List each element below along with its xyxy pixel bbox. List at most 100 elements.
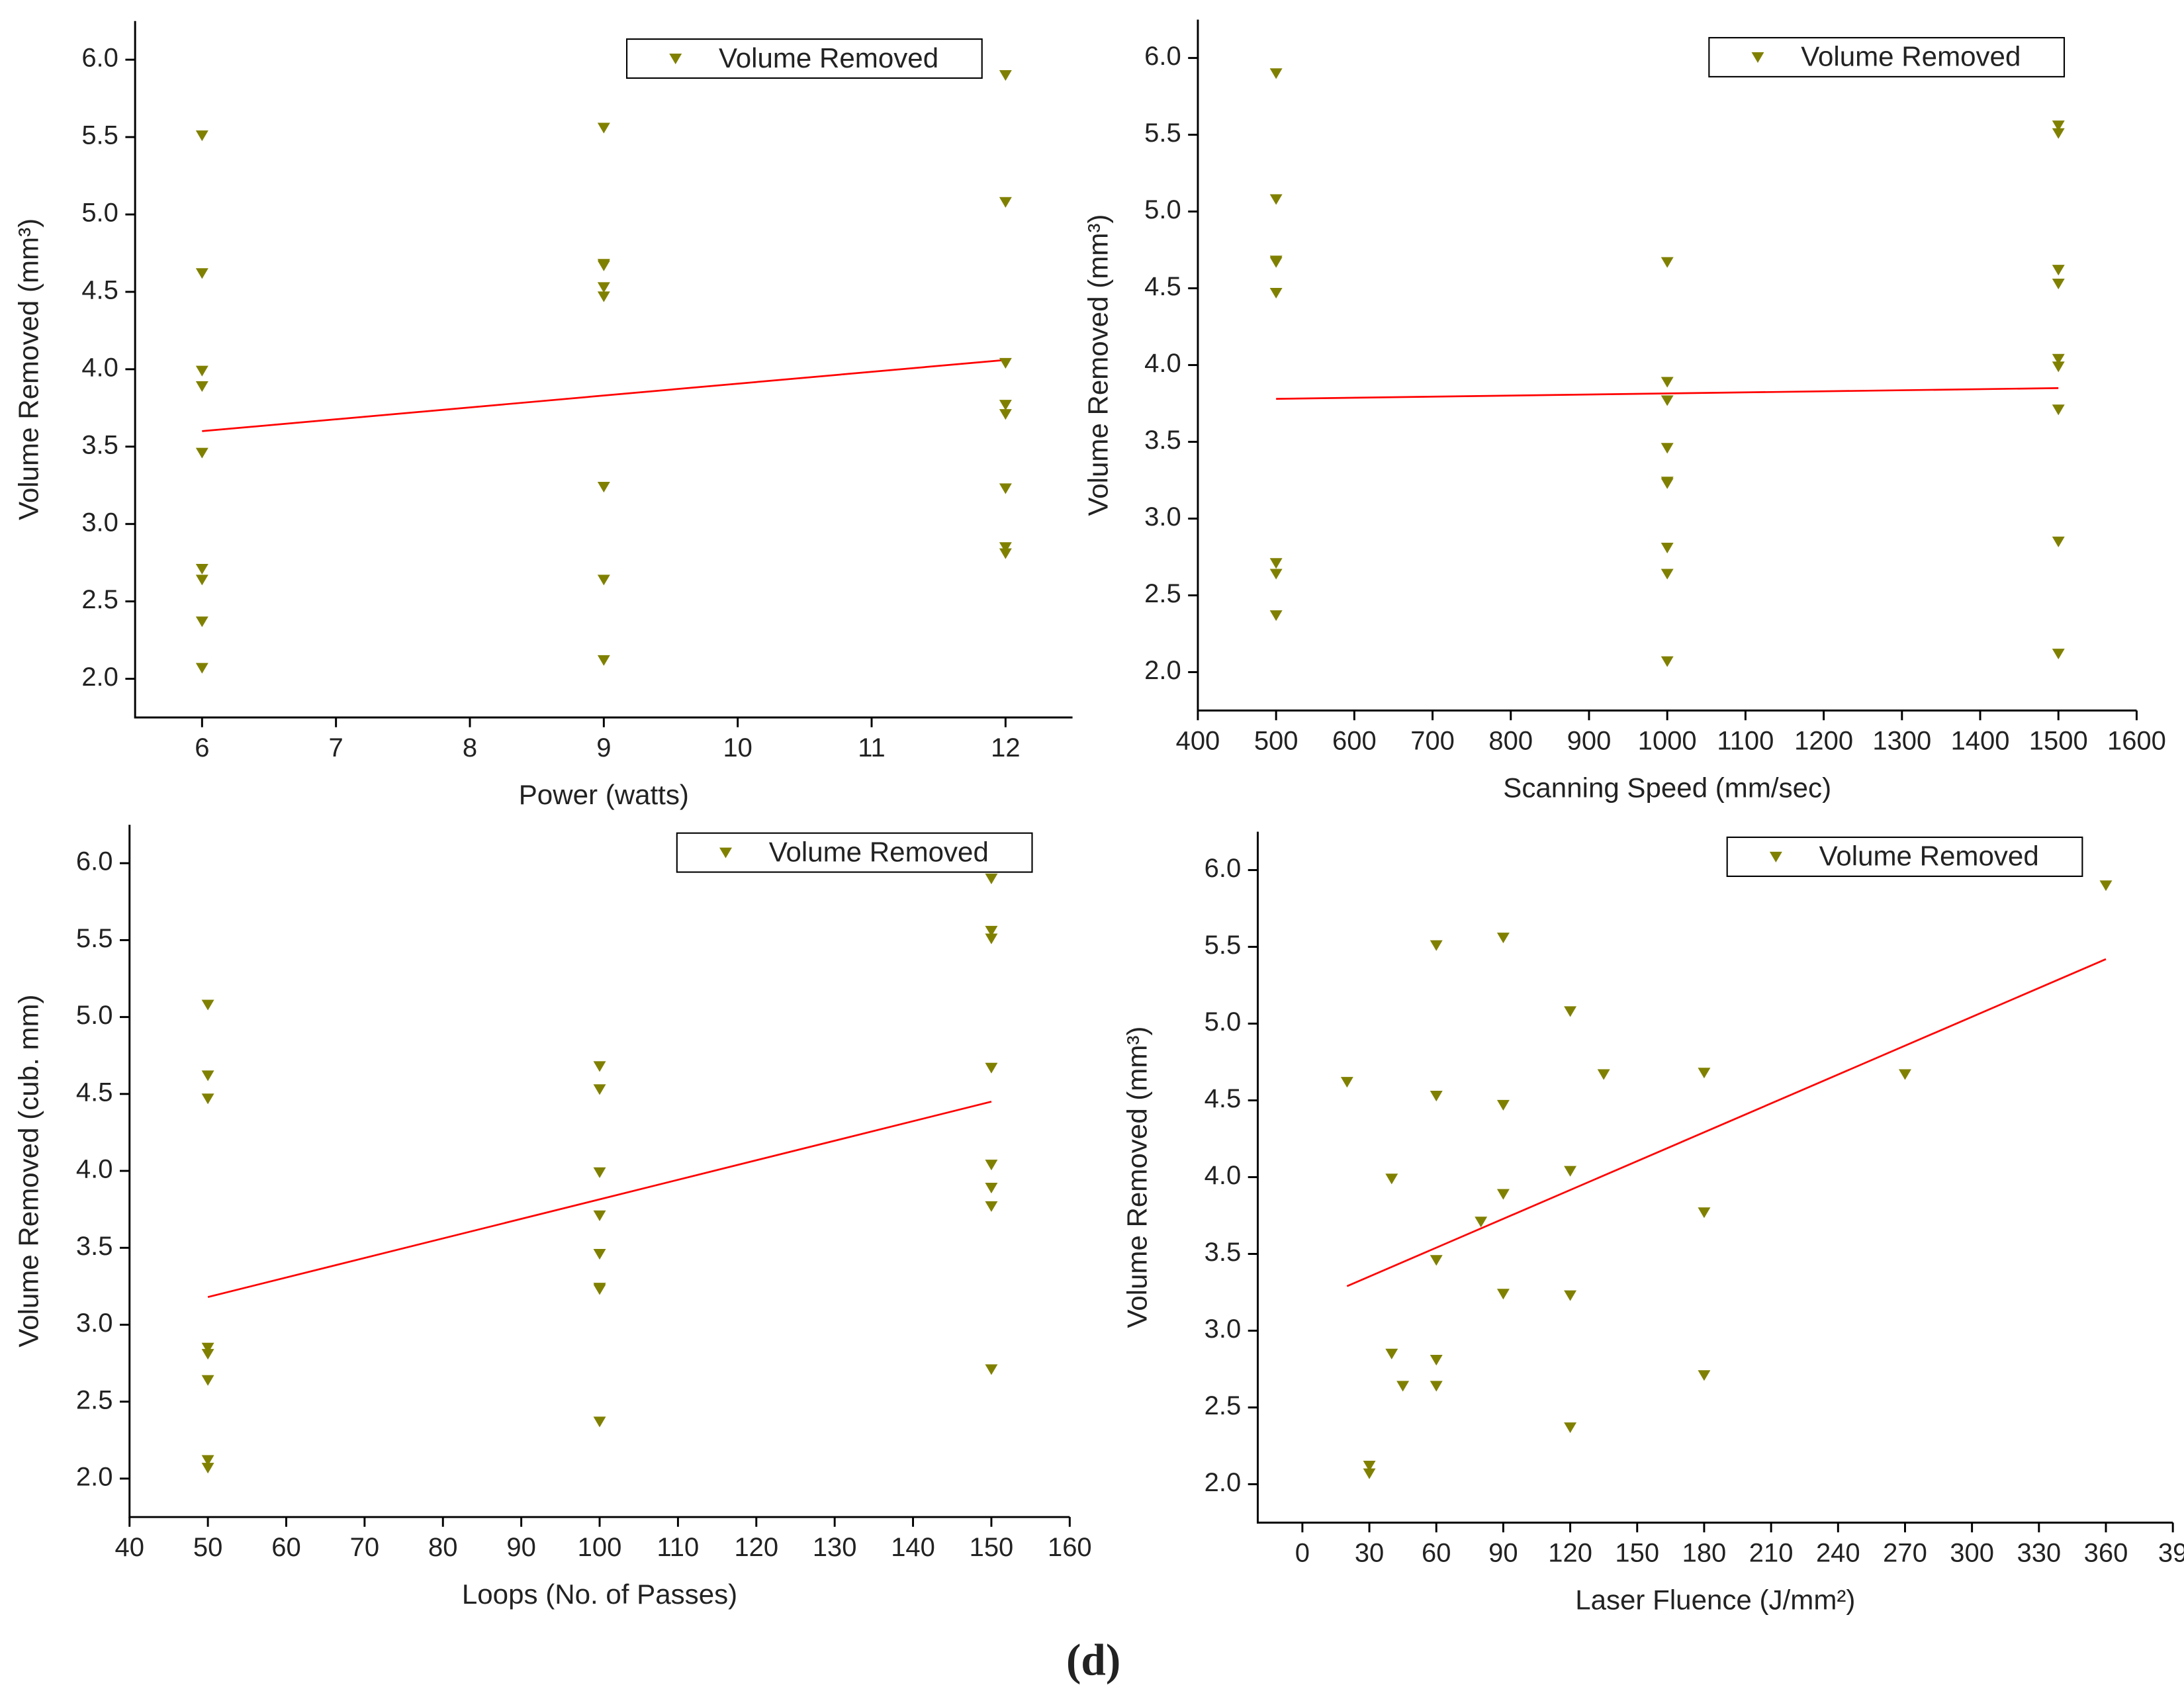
y-tick-label: 4.5 [81,276,118,305]
x-tick-label: 40 [114,1533,144,1562]
point [201,1342,214,1354]
point [2052,265,2065,276]
point [1661,377,1674,388]
point [2099,880,2113,892]
y-tick-label: 5.0 [1205,1007,1242,1036]
point [1661,656,1674,667]
point [985,1062,998,1074]
y-tick-label: 5.5 [76,924,113,953]
x-axis-label: Laser Fluence (J/mm²) [1575,1585,1855,1616]
y-tick-label: 4.0 [1144,349,1181,378]
legend-marker [719,847,732,858]
y-axis-label: Volume Removed (mm³) [1122,1027,1153,1328]
x-axis-label: Loops (No. of Passes) [462,1579,737,1610]
x-tick-label: 1500 [2029,726,2088,755]
point [1340,1077,1353,1088]
x-tick-label: 9 [596,733,611,762]
point [1564,1422,1577,1434]
point [2052,649,2065,660]
x-axis-label: Power (watts) [519,779,689,810]
x-tick-label: 12 [991,733,1020,762]
point [1564,1290,1577,1301]
point [985,1160,998,1171]
point [597,282,610,293]
y-tick-label: 6.0 [1144,42,1181,71]
point [999,548,1012,559]
point [1396,1381,1410,1392]
y-tick-label: 5.5 [81,121,118,150]
y-tick-label: 3.0 [76,1309,113,1338]
x-tick-label: 60 [1422,1538,1451,1567]
point [1269,558,1283,569]
y-axis-label: Volume Removed (mm³) [13,218,44,520]
x-tick-label: 7 [329,733,343,762]
point [195,268,208,279]
point [1564,1006,1577,1017]
y-tick-label: 2.5 [1205,1391,1242,1420]
x-tick-label: 8 [463,733,477,762]
x-tick-label: 0 [1295,1538,1310,1567]
point [1430,940,1443,951]
point [1269,68,1283,79]
x-tick-label: 1400 [1951,726,2010,755]
point [985,925,998,937]
point [593,1210,606,1221]
y-tick-label: 3.5 [76,1232,113,1261]
point [2052,279,2065,290]
x-tick-label: 330 [2017,1538,2061,1567]
point [1269,287,1283,299]
y-tick-label: 2.5 [81,585,118,614]
x-tick-label: 800 [1488,726,1533,755]
y-tick-label: 6.0 [1205,854,1242,883]
x-tick-label: 90 [506,1533,535,1562]
point [1661,395,1674,406]
x-tick-label: 700 [1410,726,1455,755]
point [1564,1166,1577,1177]
fit-line [1276,387,2059,400]
x-tick-label: 30 [1355,1538,1384,1567]
axis-line [134,21,1073,719]
point [597,260,610,271]
y-tick-label: 5.5 [1205,931,1242,960]
point [201,1463,214,1474]
x-axis-label: Scanning Speed (mm/sec) [1503,772,1831,804]
legend-label: Volume Removed [719,42,938,73]
point [597,291,610,302]
point [2052,120,2065,132]
point [195,381,208,392]
legend-marker [669,53,682,65]
x-tick-label: 300 [1950,1538,1994,1567]
point [985,933,998,944]
legend-box [676,832,1033,873]
point [985,1201,998,1213]
y-tick-label: 2.5 [76,1385,113,1414]
y-tick-label: 3.5 [1144,426,1181,455]
y-tick-label: 4.0 [76,1155,113,1184]
point [201,999,214,1011]
point [1698,1370,1711,1381]
y-tick-label: 3.0 [81,508,118,537]
point [201,1455,214,1466]
x-tick-label: 180 [1682,1538,1727,1567]
point [597,482,610,493]
y-tick-label: 4.5 [1144,272,1181,301]
caption: (d) [1066,1635,1120,1685]
x-tick-label: 120 [1548,1538,1592,1567]
point [195,130,208,142]
x-tick-label: 100 [578,1533,622,1562]
point [1269,569,1283,580]
legend-label: Volume Removed [1819,841,2039,872]
y-tick-label: 4.0 [1205,1161,1242,1190]
point [195,447,208,459]
fit-line [207,1101,992,1298]
point [999,409,1012,420]
y-tick-label: 4.0 [81,353,118,382]
point [597,655,610,667]
point [201,1070,214,1081]
x-tick-label: 210 [1749,1538,1794,1567]
y-tick-label: 3.0 [1144,502,1181,531]
x-tick-label: 60 [271,1533,300,1562]
y-tick-label: 3.5 [81,430,118,459]
point [1269,257,1283,268]
x-tick-label: 110 [657,1533,700,1562]
